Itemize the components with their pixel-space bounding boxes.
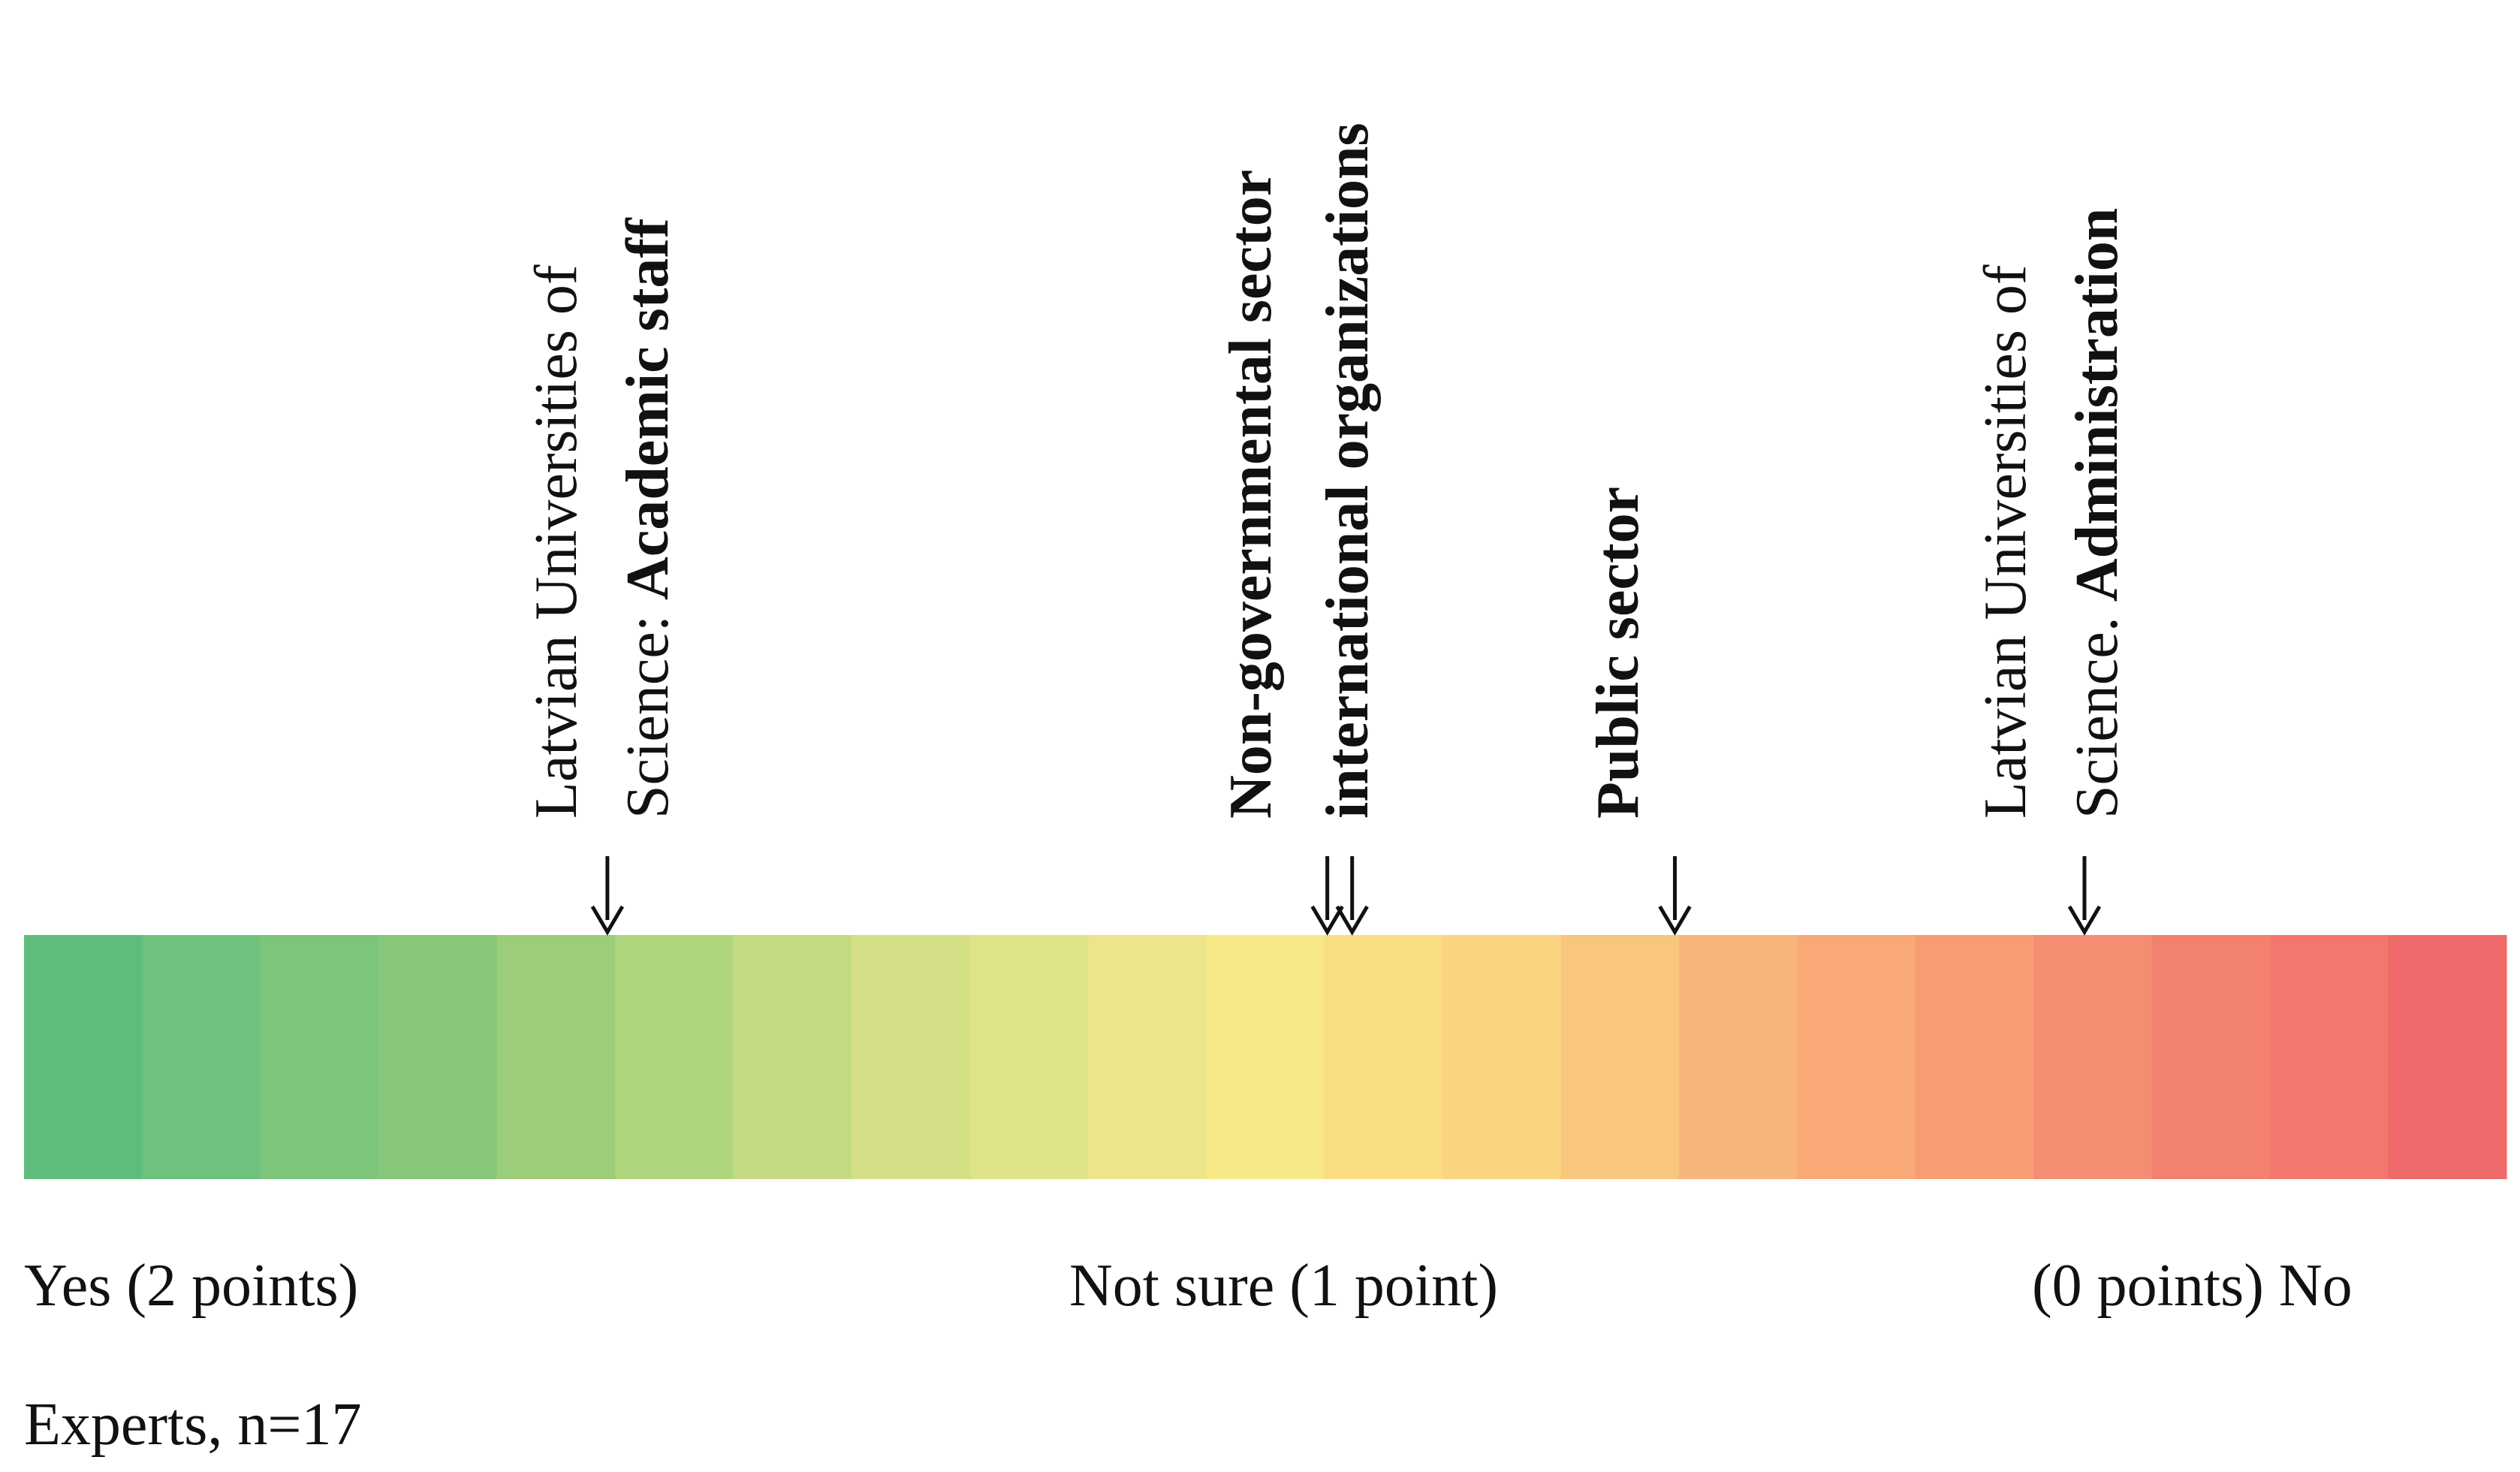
group-label-international-organizations: international organizations: [1315, 122, 1381, 819]
scale-label-no: (0 points) No: [2032, 1253, 2353, 1319]
scale-segment: [2388, 935, 2507, 1179]
scale-segment: [1087, 935, 1207, 1179]
group-label-administration: Latvian Universities of Science. Adminis…: [1960, 208, 2143, 819]
scale-segment: [142, 935, 261, 1179]
scale-label-yes: Yes (2 points): [24, 1253, 359, 1319]
group-label-academic-staff: Latvian Universities of Science: Academi…: [511, 218, 694, 819]
scale-segment: [1560, 935, 1680, 1179]
scale-segment: [2151, 935, 2271, 1179]
group-marker-arrow: [2067, 856, 2102, 936]
scale-segment: [1324, 935, 1443, 1179]
group-label-non-governmental-sector: Non-governmental sector: [1218, 169, 1284, 819]
label-line: Latvian Universities of: [1973, 264, 2039, 819]
scale-segment: [496, 935, 616, 1179]
scale-segment: [1797, 935, 1916, 1179]
scale-segment: [2270, 935, 2389, 1179]
group-marker-arrow: [1310, 856, 1344, 936]
group-marker-arrow: [590, 856, 625, 936]
scale-segment: [24, 935, 143, 1179]
group-marker-arrow: [1335, 856, 1369, 936]
scale-segment: [378, 935, 498, 1179]
scale-segment: [1442, 935, 1562, 1179]
scale-segment: [2033, 935, 2153, 1179]
scale-segment: [1206, 935, 1325, 1179]
scale-segment: [260, 935, 379, 1179]
scale-label-not-sure: Not sure (1 point): [1069, 1253, 1499, 1319]
scale-segment: [615, 935, 734, 1179]
group-marker-arrow: [1658, 856, 1692, 936]
scale-segment: [1679, 935, 1798, 1179]
scale-segment: [969, 935, 1089, 1179]
scale-segment: [852, 935, 971, 1179]
group-label-public-sector: Public sector: [1585, 486, 1651, 819]
sample-note: Experts, n=17: [24, 1392, 362, 1458]
label-line: Science. Administration: [2064, 207, 2130, 819]
scale-segment: [1915, 935, 2034, 1179]
scale-segment: [733, 935, 852, 1179]
label-line: Science: Academic staff: [615, 218, 681, 819]
label-line: Latvian Universities of: [523, 264, 589, 819]
